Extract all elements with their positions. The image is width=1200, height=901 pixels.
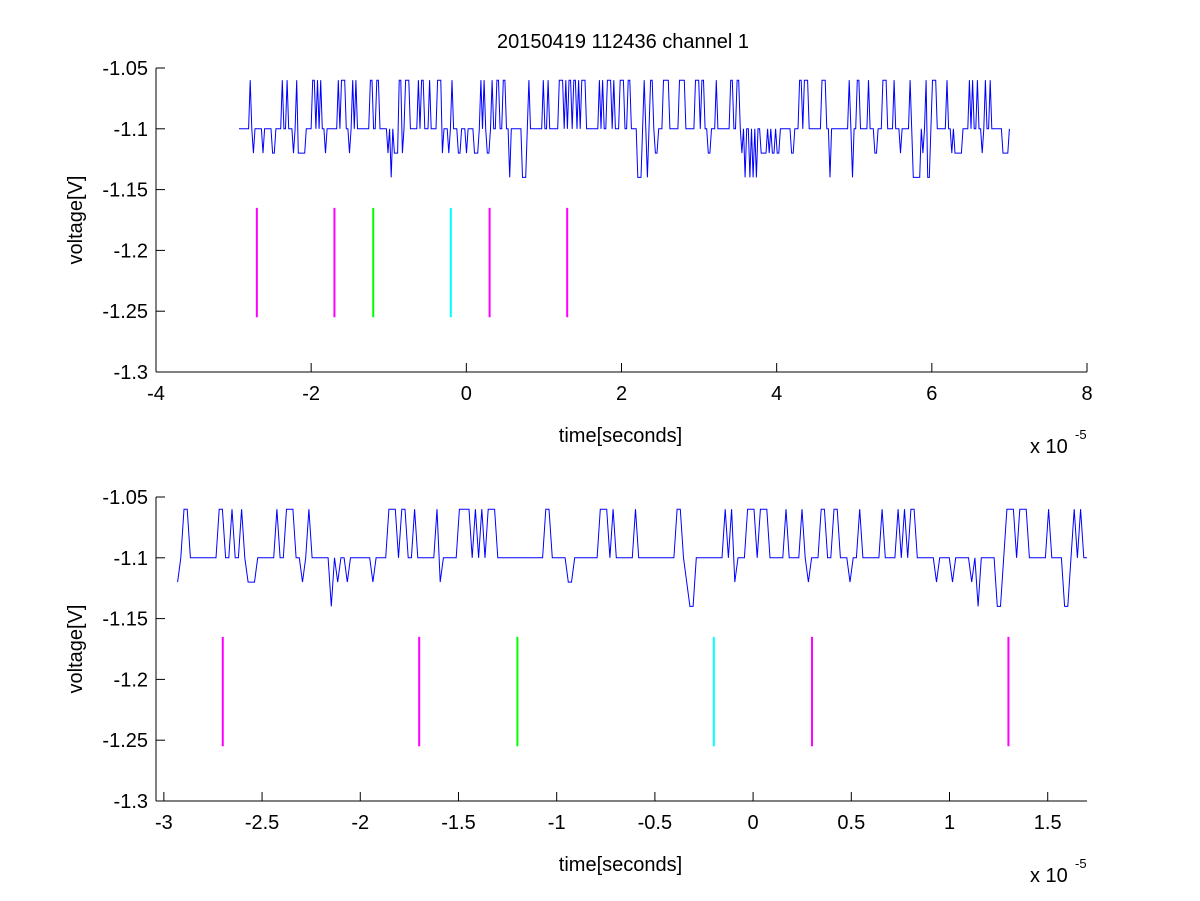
y-axis-label: voltage[V] [65, 176, 87, 265]
x-tick-label: 4 [771, 383, 782, 405]
y-axis-label: voltage[V] [65, 605, 87, 694]
x-tick-label: 2 [616, 383, 627, 405]
x-multiplier-label: x 10 [1030, 436, 1068, 458]
x-multiplier-exponent: -5 [1075, 856, 1087, 871]
x-tick-label: -1.5 [441, 812, 475, 834]
x-tick-label: 0 [461, 383, 472, 405]
x-multiplier-exponent: -5 [1075, 427, 1087, 442]
x-tick-label: -1 [548, 812, 566, 834]
x-tick-label: 0 [748, 812, 759, 834]
x-axis-label: time[seconds] [559, 425, 682, 447]
x-tick-label: -2.5 [245, 812, 279, 834]
x-multiplier-label: x 10 [1030, 865, 1068, 887]
y-tick-label: -1.05 [102, 487, 148, 509]
figure-title: 20150419 112436 channel 1 [497, 31, 749, 53]
x-tick-label: 8 [1081, 383, 1092, 405]
x-tick-label: -2 [351, 812, 369, 834]
x-axis-label: time[seconds] [559, 854, 682, 876]
x-tick-label: -2 [302, 383, 320, 405]
y-tick-label: -1.3 [114, 362, 148, 384]
x-tick-label: -3 [155, 812, 173, 834]
y-tick-label: -1.1 [114, 548, 148, 570]
y-tick-label: -1.25 [102, 730, 148, 752]
y-tick-label: -1.25 [102, 301, 148, 323]
y-tick-label: -1.15 [102, 609, 148, 631]
y-tick-label: -1.15 [102, 180, 148, 202]
x-tick-label: 1 [944, 812, 955, 834]
bottom-plot: -3 -2.5 -2 -1.5 -1 -0.5 0 0.5 1 1.5 -1.3 -1.25 -1.2 -… [65, 487, 1087, 887]
y-tick-label: -1.1 [114, 119, 148, 141]
top-plot: -4 -2 0 2 4 6 8 -1.3 -1.25 -1.2 -1.15 -1.1 -1.05 time… [65, 58, 1093, 458]
x-tick-label: -4 [147, 383, 165, 405]
x-tick-label: 0.5 [837, 812, 865, 834]
x-tick-label: 1.5 [1034, 812, 1062, 834]
x-tick-label: 6 [926, 383, 937, 405]
y-tick-label: -1.05 [102, 58, 148, 80]
x-tick-label: -0.5 [638, 812, 672, 834]
y-tick-label: -1.2 [114, 240, 148, 262]
voltage-trace-line [239, 79, 1010, 178]
y-tick-label: -1.2 [114, 669, 148, 691]
y-tick-label: -1.3 [114, 791, 148, 813]
voltage-trace-line [177, 508, 1087, 607]
